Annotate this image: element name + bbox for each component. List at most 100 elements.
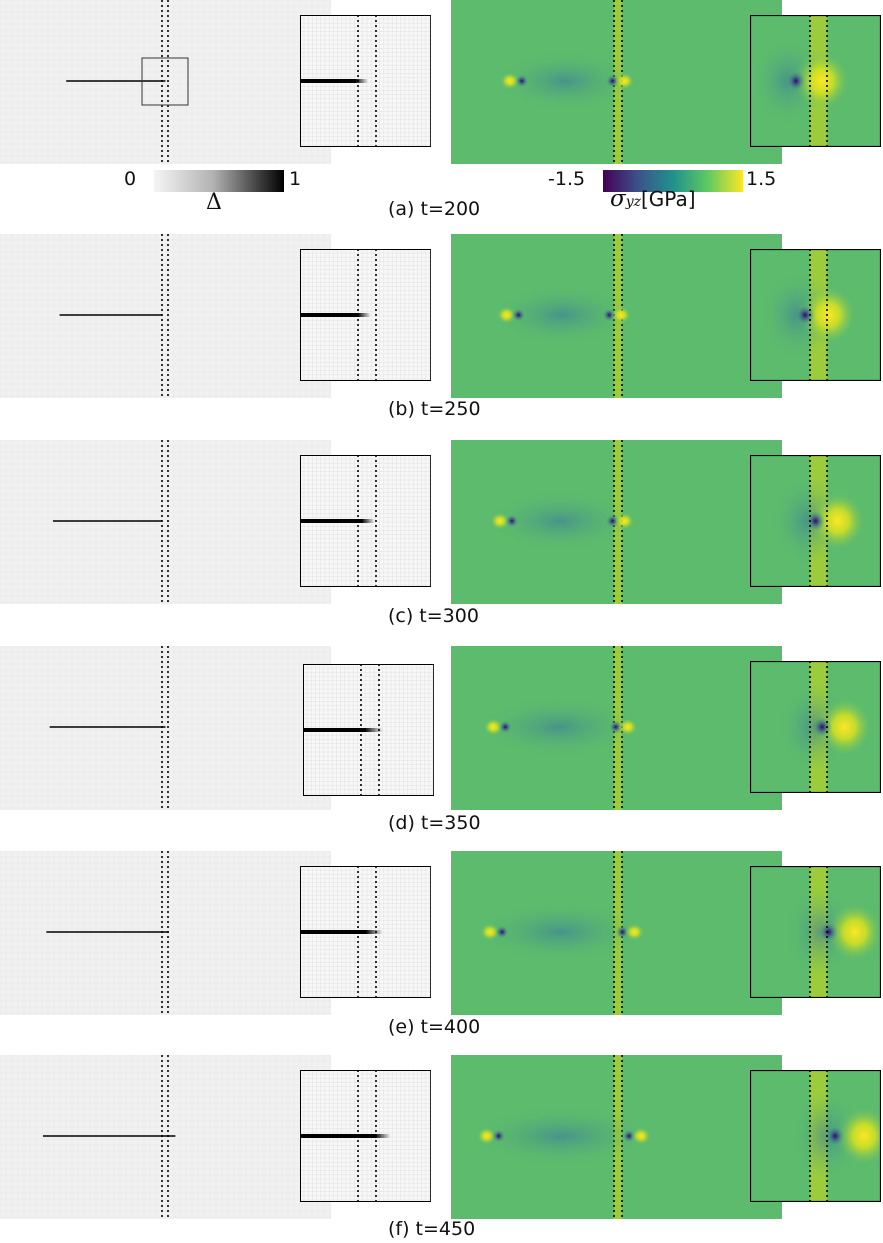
left-tip-yellow [476, 1127, 497, 1145]
left-tip-yellow [480, 923, 501, 941]
crack-shadow [474, 902, 647, 962]
damage-background [0, 1055, 331, 1219]
zoom-stress-frame [750, 866, 881, 998]
left-tip-purple [498, 720, 513, 734]
zoom-stress-frame [750, 1070, 881, 1202]
damage-panel-a [0, 0, 331, 164]
zoom-tip-yellow [794, 51, 851, 111]
stress-zoom-d [750, 661, 881, 793]
crack-shadow [490, 285, 634, 345]
damage-colorbar-gradient [154, 170, 284, 192]
stress-zoom-f [750, 1070, 881, 1202]
damage-panel-b [0, 234, 331, 398]
damage-panel-c [0, 440, 331, 604]
zoom-crack [301, 1134, 376, 1138]
right-tip-yellow [631, 1127, 652, 1145]
damage-background [0, 851, 331, 1015]
damage-colorbar-max-label: 1 [289, 168, 302, 190]
left-tip-yellow [496, 306, 517, 324]
stress-quantity-symbol: σ [610, 186, 626, 212]
zoom-tip-purple [795, 304, 816, 326]
zoom-crack [301, 519, 363, 523]
zoom-tip-purple [825, 1125, 846, 1147]
zoom-tip-yellow [800, 285, 857, 345]
zoom-crack [301, 930, 367, 934]
damage-colorbar-min-label: 0 [124, 168, 137, 190]
right-tip-yellow [617, 718, 638, 736]
damage-colorbar-quantity: Δ [206, 190, 222, 215]
crack-shadow [477, 697, 640, 757]
zoom-crack-fade [364, 728, 383, 732]
zoom-stress-frame [750, 15, 881, 147]
damage-background [0, 0, 331, 164]
left-tip-yellow [499, 72, 520, 90]
zoom-stress-frame [750, 249, 881, 381]
zoom-stress-frame [750, 661, 881, 793]
zoom-crack [301, 79, 357, 83]
right-tip-yellow [614, 72, 635, 90]
stress-zoom-a [750, 15, 881, 147]
stress-colorbar-min-label: -1.5 [548, 168, 586, 190]
zoom-region-box [141, 57, 189, 106]
left-tip-purple [504, 514, 519, 528]
stress-quantity-unit: [GPa] [641, 187, 696, 211]
damage-zoom-a [300, 15, 431, 147]
left-tip-purple [491, 1129, 506, 1143]
damage-panel-d [0, 646, 331, 810]
zoom-tip-yellow [809, 491, 866, 551]
damage-zoom-f [300, 1070, 431, 1202]
damage-zoom-b [300, 249, 431, 381]
zoom-stress-frame [750, 455, 881, 587]
right-tip-yellow [611, 306, 632, 324]
zoom-tip-purple [818, 921, 839, 943]
damage-background [0, 234, 331, 398]
zoom-crack-fade [374, 1134, 391, 1138]
zoom-crack-fade [355, 79, 369, 83]
left-tip-purple [514, 74, 529, 88]
damage-background [0, 440, 331, 604]
damage-zoom-c [300, 455, 431, 587]
zoom-tip-purple [785, 70, 806, 92]
caption-f: (f) t=450 [388, 1218, 476, 1240]
left-tip-yellow [483, 718, 504, 736]
stress-panel-e [451, 851, 782, 1015]
right-tip-yellow [614, 512, 635, 530]
zoom-crack-fade [365, 930, 383, 934]
zoom-tip-yellow [826, 902, 881, 962]
stress-panel-b [451, 234, 782, 398]
left-tip-yellow [489, 512, 510, 530]
left-tip-purple [511, 308, 526, 322]
crack-shadow [483, 491, 637, 551]
zoom-crack [301, 313, 359, 317]
zoom-tip-yellow [816, 697, 873, 757]
caption-d: (d) t=350 [388, 812, 481, 834]
right-tip-yellow [624, 923, 645, 941]
zoom-crack-fade [361, 519, 375, 523]
damage-zoom-d [303, 664, 434, 796]
stress-colorbar-quantity: σyz[GPa] [610, 186, 696, 212]
stress-zoom-e [750, 866, 881, 998]
caption-c: (c) t=300 [388, 605, 479, 627]
stress-panel-f [451, 1055, 782, 1219]
zoom-crack-fade [357, 313, 371, 317]
damage-background [0, 646, 331, 810]
left-tip-purple [495, 925, 510, 939]
zoom-tip-purple [812, 716, 833, 738]
crack-shadow [493, 51, 637, 111]
stress-colorbar-gradient [603, 170, 743, 192]
zoom-crack [304, 728, 366, 732]
damage-panel-f [0, 1055, 331, 1219]
stress-panel-d [451, 646, 782, 810]
crack-shadow [470, 1106, 654, 1166]
zoom-tip-purple [805, 510, 826, 532]
caption-a: (a) t=200 [388, 198, 481, 220]
damage-panel-e [0, 851, 331, 1015]
stress-zoom-c [750, 455, 881, 587]
stress-panel-a [451, 0, 782, 164]
caption-e: (e) t=400 [388, 1016, 481, 1038]
stress-quantity-subscript: yz [625, 194, 641, 210]
stress-colorbar-max-label: 1.5 [746, 168, 777, 190]
stress-panel-c [451, 440, 782, 604]
damage-colorbar: 0 1 Δ [124, 166, 314, 216]
zoom-tip-yellow [835, 1106, 881, 1166]
